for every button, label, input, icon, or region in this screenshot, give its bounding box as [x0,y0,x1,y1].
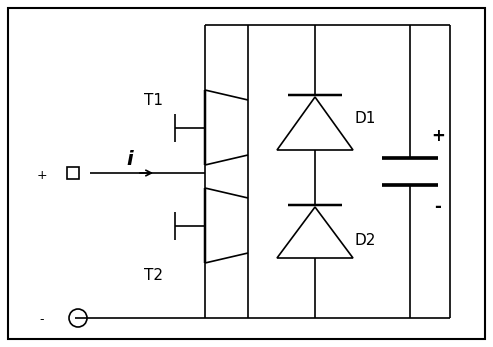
Text: D1: D1 [354,110,376,126]
Text: -: - [434,198,441,216]
Text: i: i [127,150,133,169]
Text: T1: T1 [143,93,163,108]
Text: -: - [40,313,44,327]
Text: +: + [36,169,47,181]
Text: T2: T2 [143,268,163,282]
Bar [67,167,79,179]
Text: +: + [431,127,445,145]
Text: D2: D2 [354,232,376,247]
